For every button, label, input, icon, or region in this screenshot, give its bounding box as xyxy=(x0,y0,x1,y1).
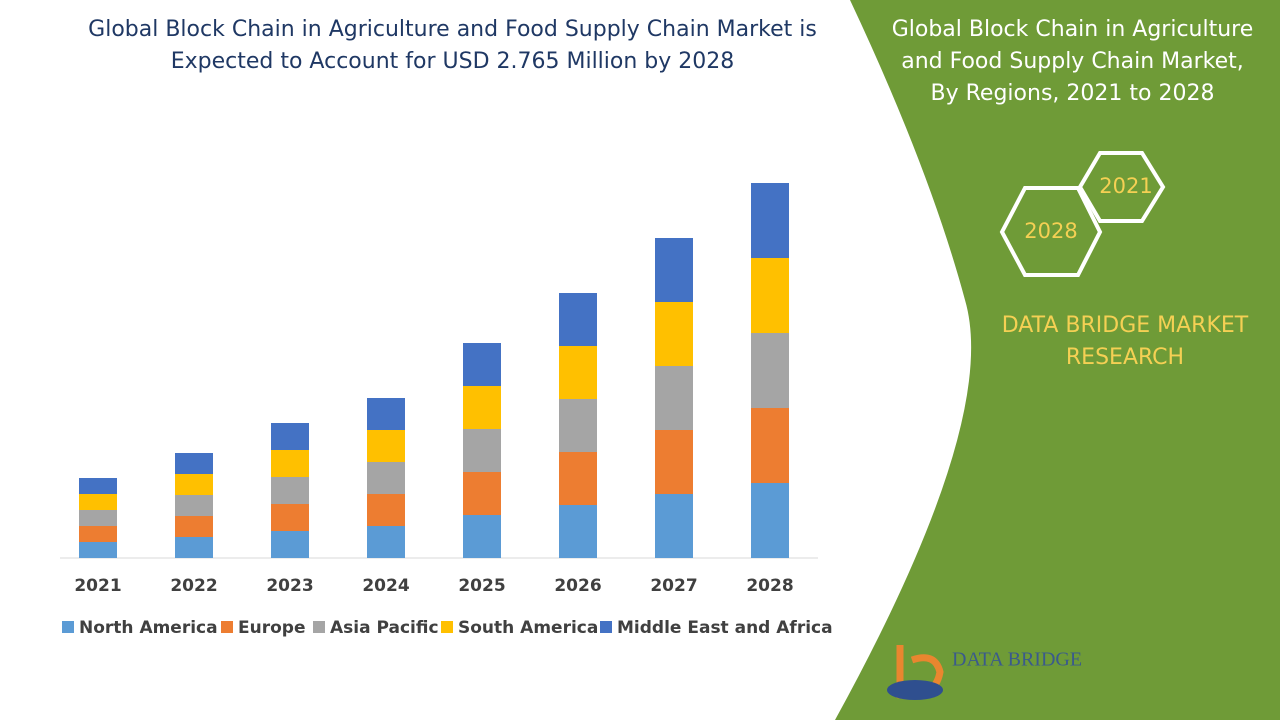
bar-segment xyxy=(751,483,789,558)
bar-segment xyxy=(79,510,117,526)
bar-segment xyxy=(367,398,405,430)
bar-segment xyxy=(655,238,693,302)
bar-segment xyxy=(751,408,789,483)
bar-segment xyxy=(175,516,213,537)
brand-text: DATA BRIDGE MARKET RESEARCH xyxy=(1001,313,1249,370)
x-tick-label: 2026 xyxy=(554,576,601,596)
bar-segment xyxy=(655,430,693,494)
bar-segment xyxy=(79,542,117,558)
legend-label: North America xyxy=(79,618,218,638)
bar-segment xyxy=(751,183,789,258)
bar-segment xyxy=(463,429,501,472)
legend-swatch xyxy=(600,621,612,633)
hexagon-label: 2028 xyxy=(1024,219,1077,243)
x-tick-label: 2021 xyxy=(74,576,121,596)
bar-segment xyxy=(655,302,693,366)
bar-segment xyxy=(175,453,213,474)
legend-swatch xyxy=(441,621,453,633)
bar-segment xyxy=(559,293,597,346)
x-tick-label: 2022 xyxy=(170,576,217,596)
bar-segment xyxy=(367,430,405,462)
bar-segment xyxy=(175,495,213,516)
bar-segment xyxy=(751,258,789,333)
legend-label: Asia Pacific xyxy=(330,618,439,638)
bar-segment xyxy=(655,366,693,430)
side-panel xyxy=(835,0,1280,720)
hexagon xyxy=(1077,151,1166,223)
bar-segment xyxy=(655,494,693,558)
bar-segment xyxy=(559,452,597,505)
legend-swatch xyxy=(62,621,74,633)
bar-segment xyxy=(463,386,501,429)
bar-segment xyxy=(559,505,597,558)
bar-segment xyxy=(175,474,213,495)
panel-title: Global Block Chain in Agriculture and Fo… xyxy=(891,17,1254,106)
bar-segment xyxy=(367,494,405,526)
logo-text: DATA BRIDGE xyxy=(952,649,1082,671)
chart-title: Global Block Chain in Agriculture and Fo… xyxy=(88,17,817,74)
x-tick-label: 2028 xyxy=(746,576,793,596)
bar-segment xyxy=(271,504,309,531)
bar-segment xyxy=(559,399,597,452)
bar-segment xyxy=(463,515,501,558)
bar-segment xyxy=(367,462,405,494)
hexagon-label: 2021 xyxy=(1099,174,1152,198)
legend-swatch xyxy=(313,621,325,633)
legend-label: South America xyxy=(458,618,598,638)
logo-icon xyxy=(887,680,943,700)
bar-segment xyxy=(271,531,309,558)
bar-segment xyxy=(559,346,597,399)
x-tick-label: 2024 xyxy=(362,576,409,596)
bar-segment xyxy=(751,333,789,408)
hexagon xyxy=(999,186,1103,277)
bar-segment xyxy=(79,494,117,510)
x-tick-label: 2023 xyxy=(266,576,313,596)
bar-segment xyxy=(175,537,213,558)
bar-segment xyxy=(79,526,117,542)
bar-segment xyxy=(367,526,405,558)
bar-segment xyxy=(463,343,501,386)
x-tick-label: 2025 xyxy=(458,576,505,596)
x-tick-label: 2027 xyxy=(650,576,697,596)
legend-label: Middle East and Africa xyxy=(617,618,833,638)
bar-segment xyxy=(463,472,501,515)
bar-segment xyxy=(271,423,309,450)
legend-swatch xyxy=(221,621,233,633)
legend-label: Europe xyxy=(238,618,305,638)
bar-segment xyxy=(79,478,117,494)
bar-segment xyxy=(271,450,309,477)
bar-segment xyxy=(271,477,309,504)
